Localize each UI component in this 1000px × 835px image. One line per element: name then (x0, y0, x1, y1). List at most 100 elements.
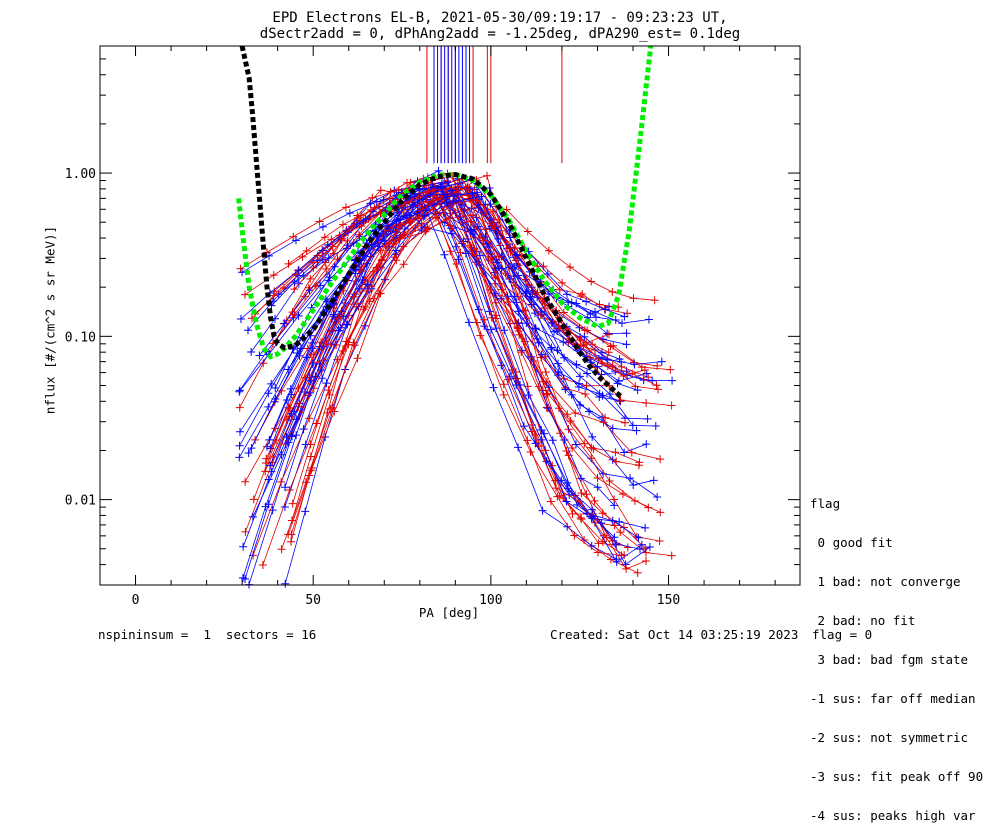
data-point (386, 194, 395, 203)
data-point (564, 484, 573, 493)
data-point (330, 312, 339, 321)
data-point (306, 452, 315, 461)
legend-title: flag (810, 496, 841, 511)
data-point (235, 441, 244, 450)
series-line (244, 193, 646, 549)
data-point (247, 444, 256, 453)
data-point (653, 385, 662, 394)
data-point (612, 457, 621, 466)
data-point (368, 193, 377, 202)
data-point (553, 327, 562, 336)
data-point (667, 401, 676, 410)
pitch-angle-chart: 0 50 100 150 0.01 0.10 1.00 (65, 45, 801, 608)
data-point (332, 340, 341, 349)
data-point (628, 421, 637, 430)
data-point (286, 384, 295, 393)
data-point (280, 319, 289, 328)
data-point (514, 443, 523, 452)
data-point (562, 497, 571, 506)
data-point (589, 444, 598, 453)
data-point (560, 353, 569, 362)
data-point (619, 371, 628, 380)
data-point (268, 506, 277, 515)
data-point (634, 461, 643, 470)
data-point (578, 290, 587, 299)
data-point (280, 502, 289, 511)
data-point (612, 539, 621, 548)
data-point (523, 227, 532, 236)
data-point (537, 307, 546, 316)
data-point (543, 389, 552, 398)
data-point (271, 383, 280, 392)
data-point (622, 564, 631, 573)
data-point (519, 422, 528, 431)
data-point (294, 266, 303, 275)
data-point (474, 305, 483, 314)
data-point (480, 315, 489, 324)
data-point (333, 255, 342, 264)
data-point (517, 348, 526, 357)
data-point (302, 246, 311, 255)
data-point (343, 320, 352, 329)
data-point (577, 515, 586, 524)
data-point (259, 359, 268, 368)
data-point (568, 509, 577, 518)
data-point (655, 537, 664, 546)
data-point (267, 379, 276, 388)
data-point (438, 183, 447, 192)
data-point (244, 449, 253, 458)
data-point (612, 557, 621, 566)
data-point (521, 306, 530, 315)
data-point (328, 242, 337, 251)
data-point (577, 489, 586, 498)
footer-created-timestamp: Created: Sat Oct 14 03:25:19 2023 (550, 627, 799, 642)
data-point (472, 188, 481, 197)
data-point (575, 379, 584, 388)
data-point (280, 483, 289, 492)
data-point (544, 290, 553, 299)
data-point (452, 187, 461, 196)
flag-legend: flag 0 good fit 1 bad: not converge 2 ba… (810, 471, 983, 835)
data-point (306, 389, 315, 398)
data-point (240, 290, 249, 299)
data-point (499, 390, 508, 399)
data-point (632, 426, 641, 435)
data-point (533, 334, 542, 343)
data-point (601, 305, 610, 314)
legend-item: -2 sus: not symmetric (810, 730, 969, 745)
data-point (241, 527, 250, 536)
data-point (563, 478, 572, 487)
data-point (526, 292, 535, 301)
data-point (608, 361, 617, 370)
data-point (576, 400, 585, 409)
data-point (318, 222, 327, 231)
data-point (552, 484, 561, 493)
data-point (587, 277, 596, 286)
data-point (399, 260, 408, 269)
data-point (266, 461, 275, 470)
data-point (576, 513, 585, 522)
data-point (236, 264, 245, 273)
data-point (301, 440, 310, 449)
data-point (478, 236, 487, 245)
data-point (566, 263, 575, 272)
data-point (481, 225, 490, 234)
data-point (452, 260, 461, 269)
data-point (322, 379, 331, 388)
data-point (603, 329, 612, 338)
data-point (570, 531, 579, 540)
data-point (443, 192, 452, 201)
data-point (422, 225, 431, 234)
data-point (419, 188, 428, 197)
data-point (306, 274, 315, 283)
data-point (576, 335, 585, 344)
data-point (593, 362, 602, 371)
data-point (555, 491, 564, 500)
data-point (287, 409, 296, 418)
data-point (533, 288, 542, 297)
data-point (586, 310, 595, 319)
plot-frame (99, 45, 801, 586)
data-point (644, 315, 653, 324)
data-point (333, 313, 342, 322)
data-point (587, 443, 596, 452)
